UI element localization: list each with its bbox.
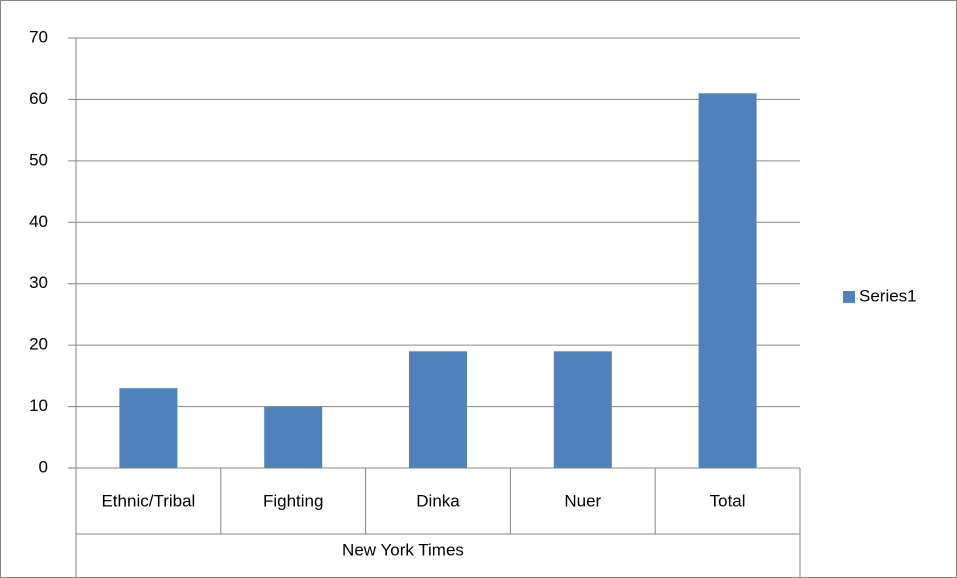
bar xyxy=(553,351,612,468)
y-tick-label: 20 xyxy=(29,335,48,354)
category-group-label: New York Times xyxy=(342,540,464,559)
y-tick-label: 10 xyxy=(29,396,48,415)
x-tick-label: Fighting xyxy=(263,491,323,510)
x-tick-label: Ethnic/Tribal xyxy=(101,491,195,510)
x-tick-label: Total xyxy=(710,491,746,510)
x-tick-label: Nuer xyxy=(564,491,601,510)
y-tick-label: 40 xyxy=(29,212,48,231)
x-tick-label: Dinka xyxy=(416,491,460,510)
y-tick-label: 50 xyxy=(29,150,48,169)
legend-label: Series1 xyxy=(859,286,917,305)
bar xyxy=(409,351,467,468)
bar xyxy=(264,406,323,468)
legend-swatch xyxy=(843,291,855,303)
y-tick-label: 60 xyxy=(29,89,48,108)
y-tick-label: 0 xyxy=(39,457,48,476)
y-tick-label: 30 xyxy=(29,273,48,292)
y-tick-label: 70 xyxy=(29,27,48,46)
bar xyxy=(119,388,178,468)
bar xyxy=(698,93,757,469)
